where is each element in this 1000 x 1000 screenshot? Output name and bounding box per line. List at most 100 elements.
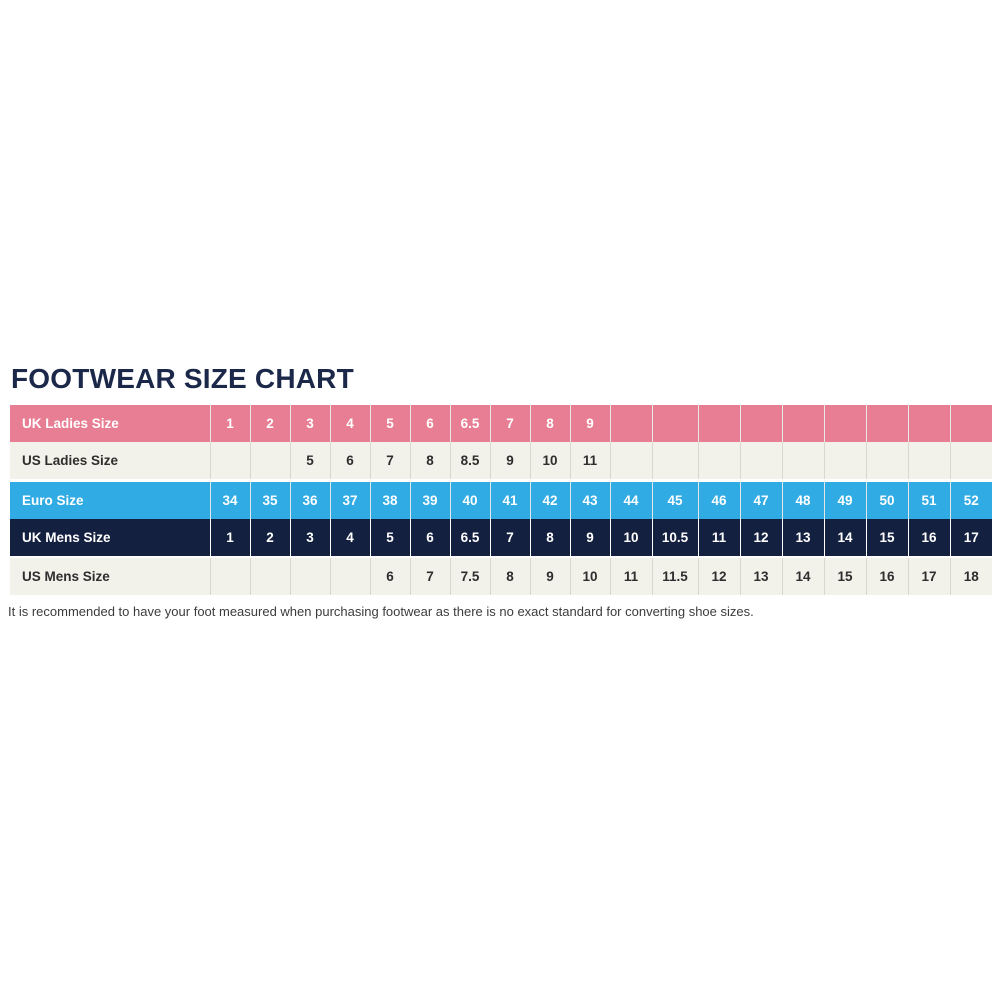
- size-cell: 13: [781, 519, 824, 557]
- size-cell: 11: [697, 519, 740, 557]
- size-cell: 10: [569, 557, 610, 595]
- size-cell: 14: [823, 519, 866, 557]
- size-cell: 6: [409, 519, 450, 557]
- size-cell: 7: [409, 557, 450, 595]
- size-cell: 6: [409, 405, 450, 442]
- size-cell: 50: [865, 480, 908, 519]
- footnote: It is recommended to have your foot meas…: [8, 604, 754, 619]
- footwear-size-chart-table: UK Ladies Size 1 2 3 4 5 6 6.5 7 8 9 US Ladies Size…: [10, 405, 992, 595]
- size-cell: 2: [249, 519, 290, 557]
- size-cell: 17: [949, 519, 992, 557]
- table-body: UK Ladies Size 1 2 3 4 5 6 6.5 7 8 9 US Ladies Size…: [10, 405, 992, 595]
- page-title: FOOTWEAR SIZE CHART: [11, 363, 354, 394]
- size-cell: 6: [329, 442, 370, 481]
- table-row: Euro Size 34 35 36 37 38 39 40 41 42 43 44 45 46 47 48 4…: [10, 480, 992, 519]
- size-cell: [209, 442, 250, 481]
- size-cell: 1: [209, 405, 250, 442]
- size-cell: 7: [489, 405, 530, 442]
- row-label: Euro Size: [22, 493, 84, 508]
- size-cell: 40: [449, 480, 490, 519]
- size-cell: [651, 442, 698, 481]
- size-cell: [823, 405, 866, 442]
- size-cell: [249, 442, 290, 481]
- size-cell: 4: [329, 405, 370, 442]
- size-cell: 44: [609, 480, 652, 519]
- size-cell: 49: [823, 480, 866, 519]
- size-cell: [949, 405, 992, 442]
- size-cell: [781, 442, 824, 481]
- size-cell: 16: [907, 519, 950, 557]
- size-cell: 15: [865, 519, 908, 557]
- size-cell: 6.5: [449, 519, 490, 557]
- size-cell: [697, 442, 740, 481]
- size-cell: [651, 405, 698, 442]
- size-cell: [865, 442, 908, 481]
- size-cell: [609, 442, 652, 481]
- size-cell: 42: [529, 480, 570, 519]
- size-cell: [907, 405, 950, 442]
- size-cell: 9: [529, 557, 570, 595]
- size-cell: 12: [739, 519, 782, 557]
- table-row: UK Mens Size 1 2 3 4 5 6 6.5 7 8 9 10 10.5 11 12 13 14 15…: [10, 519, 992, 557]
- size-cell: [329, 557, 370, 595]
- size-cell: 16: [865, 557, 908, 595]
- size-cell: 10: [529, 442, 570, 481]
- size-cell: 18: [949, 557, 992, 595]
- size-cell: 9: [569, 405, 610, 442]
- table-row: US Mens Size 6 7 7.5 8 9 10 11 11.5 12 13 14 15 16 17 1…: [10, 557, 992, 595]
- size-cell: [823, 442, 866, 481]
- size-cell: 1: [209, 519, 250, 557]
- size-cell: 43: [569, 480, 610, 519]
- size-cell: [609, 405, 652, 442]
- size-cell: [865, 405, 908, 442]
- size-cell: 3: [289, 405, 330, 442]
- size-cell: 5: [369, 519, 410, 557]
- table-row: US Ladies Size 5 6 7 8 8.5 9 10 11: [10, 442, 992, 481]
- size-cell: 34: [209, 480, 250, 519]
- size-cell: 9: [489, 442, 530, 481]
- size-cell: 45: [651, 480, 698, 519]
- row-label: US Mens Size: [22, 569, 110, 584]
- size-cell: 5: [289, 442, 330, 481]
- size-cell: 4: [329, 519, 370, 557]
- size-cell: 51: [907, 480, 950, 519]
- size-cell: [949, 442, 992, 481]
- size-cell: [249, 557, 290, 595]
- size-cell: 41: [489, 480, 530, 519]
- size-cell: [907, 442, 950, 481]
- size-cell: 7.5: [449, 557, 490, 595]
- size-cell: 15: [823, 557, 866, 595]
- table-row: UK Ladies Size 1 2 3 4 5 6 6.5 7 8 9: [10, 405, 992, 442]
- size-cell: 7: [369, 442, 410, 481]
- size-cell: 52: [949, 480, 992, 519]
- size-cell: 36: [289, 480, 330, 519]
- size-cell: 13: [739, 557, 782, 595]
- size-cell: [209, 557, 250, 595]
- size-cell: 14: [781, 557, 824, 595]
- size-cell: 35: [249, 480, 290, 519]
- size-cell: 12: [697, 557, 740, 595]
- size-cell: 48: [781, 480, 824, 519]
- size-cell: 37: [329, 480, 370, 519]
- size-cell: 8: [409, 442, 450, 481]
- size-cell: 8: [529, 519, 570, 557]
- size-cell: 8.5: [449, 442, 490, 481]
- size-cell: 11.5: [651, 557, 698, 595]
- row-label: UK Mens Size: [22, 530, 111, 545]
- size-cell: 3: [289, 519, 330, 557]
- size-cell: [697, 405, 740, 442]
- size-cell: [289, 557, 330, 595]
- size-cell: 9: [569, 519, 610, 557]
- size-cell: 10.5: [651, 519, 698, 557]
- size-cell: 6.5: [449, 405, 490, 442]
- size-cell: 11: [609, 557, 652, 595]
- size-cell: [739, 442, 782, 481]
- size-cell: 6: [369, 557, 410, 595]
- row-label: UK Ladies Size: [22, 416, 119, 431]
- size-cell: 7: [489, 519, 530, 557]
- size-cell: 5: [369, 405, 410, 442]
- size-cell: 39: [409, 480, 450, 519]
- size-cell: 46: [697, 480, 740, 519]
- size-cell: 17: [907, 557, 950, 595]
